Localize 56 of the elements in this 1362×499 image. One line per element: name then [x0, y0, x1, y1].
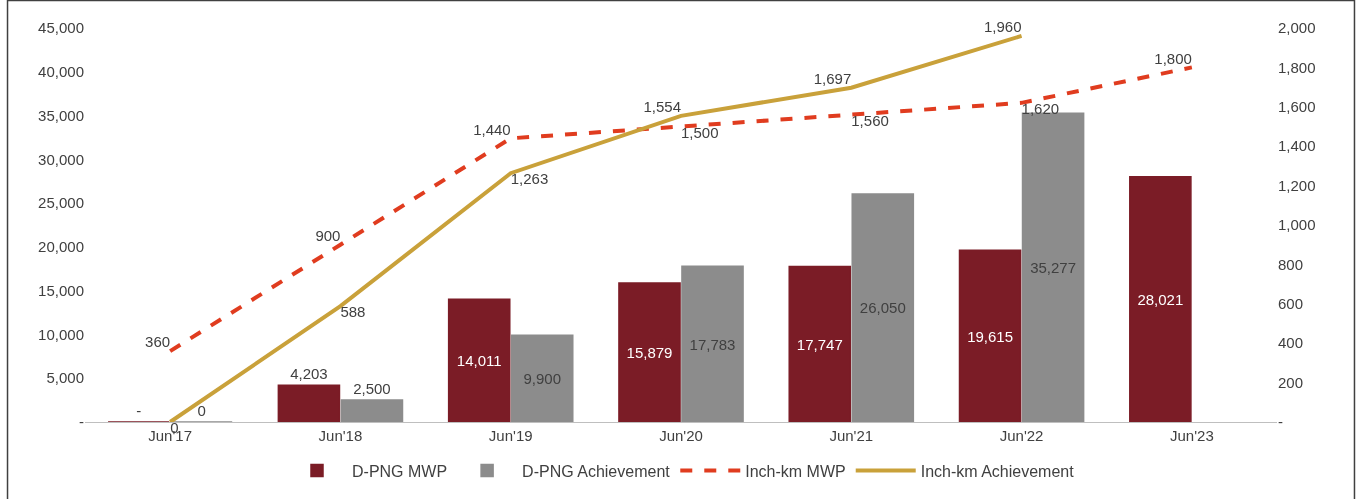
y2-tick-label: 1,800 — [1278, 58, 1316, 76]
data-label: 26,050 — [859, 299, 906, 317]
data-label: 1,560 — [851, 111, 889, 129]
y2-tick-label: 1,400 — [1278, 137, 1316, 155]
legend-label: D-PNG MWP — [352, 462, 448, 480]
data-label: 9,900 — [523, 370, 561, 388]
y-tick-label: 40,000 — [38, 63, 84, 81]
data-label: 1,960 — [984, 18, 1022, 36]
y2-tick-label: 400 — [1278, 334, 1304, 352]
data-label: 17,747 — [796, 335, 843, 353]
y2-tick-label: 2,000 — [1278, 19, 1316, 37]
x-tick-label: Jun'22 — [999, 427, 1044, 444]
y-tick-label: 25,000 — [38, 194, 84, 212]
y-tick-label: - — [79, 413, 84, 431]
y-tick-label: 20,000 — [38, 238, 84, 256]
y2-tick-label: 600 — [1278, 295, 1304, 313]
y2-tick-label: 1,600 — [1278, 98, 1316, 116]
y2-tick-label: 800 — [1278, 255, 1304, 273]
data-label: 15,879 — [626, 343, 673, 361]
y2-tick-label: 1,200 — [1278, 176, 1316, 194]
data-label: 28,021 — [1137, 290, 1184, 308]
data-label: 1,440 — [473, 120, 511, 138]
y-tick-label: 15,000 — [38, 281, 84, 299]
y-tick-label: 45,000 — [38, 19, 84, 37]
x-tick-label: Jun'20 — [659, 427, 703, 444]
legend-label: Inch-km MWP — [745, 462, 846, 480]
x-tick-label: Jun'18 — [318, 427, 363, 444]
data-label: 2,500 — [353, 380, 391, 398]
data-label: 900 — [315, 226, 341, 244]
y2-tick-label: - — [1278, 413, 1283, 431]
y-tick-label: 10,000 — [38, 325, 84, 343]
data-label: 1,697 — [813, 69, 852, 87]
y2-tick-label: 200 — [1278, 373, 1304, 391]
y-tick-label: 35,000 — [38, 106, 84, 124]
data-label: - — [136, 402, 142, 419]
data-label: 360 — [145, 333, 171, 351]
y-tick-label: 30,000 — [38, 150, 84, 168]
y-tick-label: 5,000 — [46, 369, 84, 387]
x-tick-label: Jun'21 — [829, 427, 874, 444]
x-tick-label: Jun'19 — [488, 427, 533, 444]
data-label: 1,800 — [1154, 49, 1192, 67]
data-label: 1,620 — [1021, 100, 1060, 118]
y2-tick-label: 1,000 — [1278, 216, 1316, 234]
data-label: 4,203 — [290, 365, 328, 383]
legend-label: Inch-km Achievement — [920, 462, 1075, 480]
data-label: 19,615 — [967, 327, 1014, 345]
data-label: 1,554 — [643, 98, 681, 116]
data-label: 588 — [340, 303, 366, 321]
legend-label: D-PNG Achievement — [522, 462, 671, 480]
data-label: 1,263 — [510, 170, 549, 188]
data-label: 1,500 — [681, 123, 719, 141]
data-label: 0 — [197, 402, 206, 419]
data-label: 14,011 — [456, 352, 502, 370]
data-label: 17,783 — [689, 335, 736, 353]
x-tick-label: Jun'23 — [1169, 427, 1214, 444]
data-label: 35,277 — [1030, 259, 1077, 277]
